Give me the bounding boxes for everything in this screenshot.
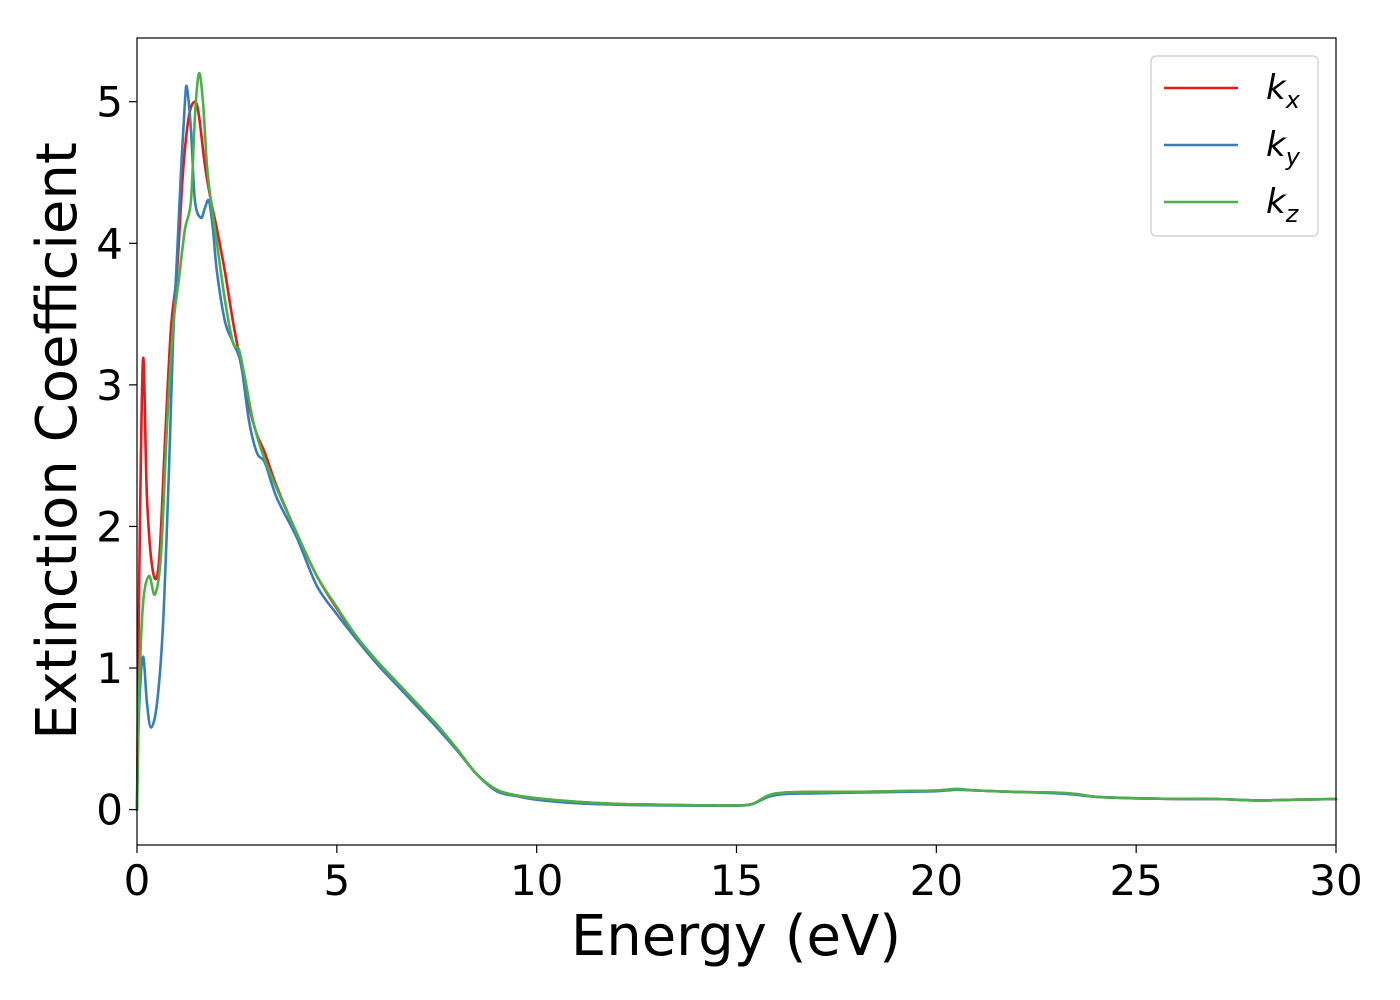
y-tick-label: 2 (96, 502, 123, 551)
y-tick-label: 0 (96, 786, 123, 835)
y-tick-label: 1 (96, 644, 123, 693)
plot-area-background (137, 38, 1336, 845)
x-tick-label: 30 (1309, 856, 1362, 905)
y-tick-label: 5 (96, 78, 123, 127)
y-tick-label: 4 (96, 219, 123, 268)
x-tick-label: 20 (910, 856, 963, 905)
y-tick-label: 3 (96, 361, 123, 410)
series-layer (135, 72, 1338, 811)
x-axis-title: Energy (eV) (571, 904, 901, 969)
x-tick-label: 10 (510, 856, 563, 905)
x-tick-label: 15 (710, 856, 763, 905)
y-axis-ticks: 0 1 2 3 4 5 (96, 78, 137, 835)
x-tick-label: 0 (124, 856, 151, 905)
x-axis-ticks: 0 5 10 15 20 25 30 (124, 845, 1363, 905)
y-axis-title: Extinction Coefficient (25, 142, 90, 740)
series-line-k-z (135, 72, 1338, 811)
x-tick-label: 5 (323, 856, 350, 905)
x-tick-label: 25 (1109, 856, 1162, 905)
